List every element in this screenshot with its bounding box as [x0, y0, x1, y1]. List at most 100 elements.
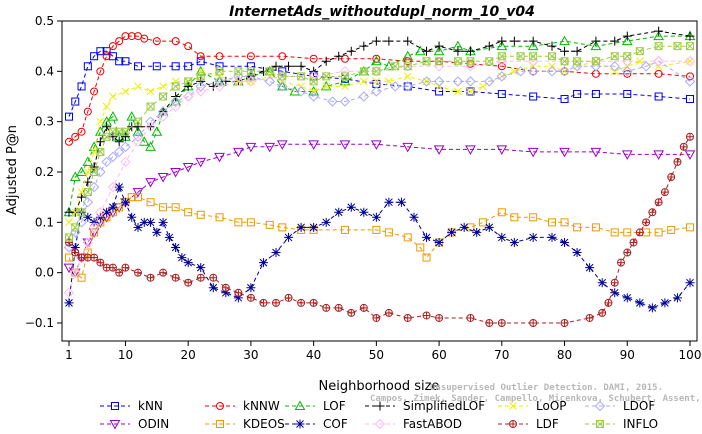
legend-label: LoOP — [536, 399, 567, 413]
data-point — [272, 298, 280, 307]
data-point — [403, 82, 412, 91]
series-line-fastabod — [68, 60, 690, 293]
data-point — [271, 61, 281, 71]
data-point — [686, 72, 694, 81]
data-point — [560, 95, 569, 104]
data-point — [215, 213, 224, 222]
data-point — [209, 273, 218, 282]
data-point — [101, 156, 112, 168]
data-point — [134, 117, 142, 126]
series-layer — [63, 26, 696, 327]
data-point — [435, 87, 444, 96]
data-point — [164, 232, 174, 242]
data-point — [623, 248, 632, 257]
data-point — [264, 76, 275, 87]
data-point — [88, 141, 100, 151]
y-tick-label: 0.5 — [35, 14, 54, 28]
data-point — [622, 293, 632, 303]
data-point — [208, 81, 218, 91]
data-point — [113, 146, 125, 158]
data-point — [497, 89, 506, 98]
data-point — [647, 303, 657, 313]
data-point — [83, 188, 92, 197]
data-point — [621, 35, 633, 46]
data-point — [246, 293, 255, 302]
data-point — [139, 217, 149, 227]
data-point — [296, 61, 306, 71]
data-point — [63, 242, 75, 253]
data-point — [485, 319, 494, 327]
data-point — [102, 207, 112, 217]
data-point — [623, 228, 632, 237]
data-point — [484, 41, 494, 51]
data-point — [375, 401, 385, 411]
data-point — [184, 208, 193, 217]
data-point — [560, 319, 569, 327]
data-point — [159, 268, 168, 277]
data-point — [71, 132, 80, 141]
data-point — [284, 61, 294, 71]
data-point — [134, 82, 142, 91]
data-point — [151, 126, 163, 136]
data-point — [90, 168, 99, 176]
data-point — [435, 313, 444, 322]
legend-label: ODIN — [138, 417, 169, 431]
data-point — [686, 95, 694, 104]
data-point — [472, 227, 482, 237]
data-point — [221, 283, 230, 292]
data-point — [422, 57, 431, 66]
legend-item-knn: kNN — [100, 399, 163, 413]
data-point — [591, 89, 600, 98]
data-point — [121, 127, 130, 136]
data-point — [183, 258, 193, 268]
data-point — [146, 217, 156, 227]
data-point — [648, 208, 657, 217]
data-point — [115, 57, 124, 66]
series-line-knnw — [68, 35, 691, 143]
data-point — [341, 82, 349, 91]
data-point — [170, 101, 181, 112]
data-point — [214, 81, 225, 92]
data-point — [157, 111, 169, 122]
data-point — [146, 198, 155, 207]
data-point — [309, 54, 318, 63]
data-point — [497, 208, 506, 217]
data-point — [184, 278, 193, 287]
data-point — [654, 228, 663, 237]
legend-label: INFLO — [623, 417, 658, 431]
data-point — [515, 66, 526, 77]
data-point — [245, 142, 257, 153]
data-point — [447, 227, 457, 237]
data-point — [416, 243, 425, 252]
data-point — [107, 111, 119, 121]
data-point — [547, 41, 557, 51]
data-point — [466, 313, 475, 322]
x-tick-label: 60 — [431, 348, 446, 362]
series-line-cof — [68, 185, 691, 309]
y-axis: −0.1 0.0 0.1 0.2 0.3 0.4 0.5 — [25, 14, 62, 330]
data-point — [152, 227, 162, 237]
legend-label: COF — [323, 417, 348, 431]
x-tick-label: 40 — [306, 348, 321, 362]
data-point — [559, 35, 570, 46]
data-point — [402, 50, 414, 61]
data-point — [234, 67, 243, 76]
data-point — [120, 156, 131, 168]
data-point — [278, 52, 287, 61]
series-line-odin — [68, 143, 690, 274]
data-point — [83, 62, 92, 71]
data-point — [529, 213, 538, 222]
data-point — [132, 131, 144, 142]
data-point — [171, 62, 180, 71]
data-point — [108, 42, 117, 51]
data-point — [403, 36, 413, 46]
data-point — [71, 248, 80, 257]
data-point — [684, 56, 696, 67]
data-point — [527, 147, 539, 158]
data-point — [594, 400, 606, 412]
x-tick-label: 20 — [181, 348, 196, 362]
series-line-ldof — [68, 60, 691, 248]
x-tick-label: 30 — [243, 348, 258, 362]
legend-item-loop: LoOP — [498, 399, 567, 413]
